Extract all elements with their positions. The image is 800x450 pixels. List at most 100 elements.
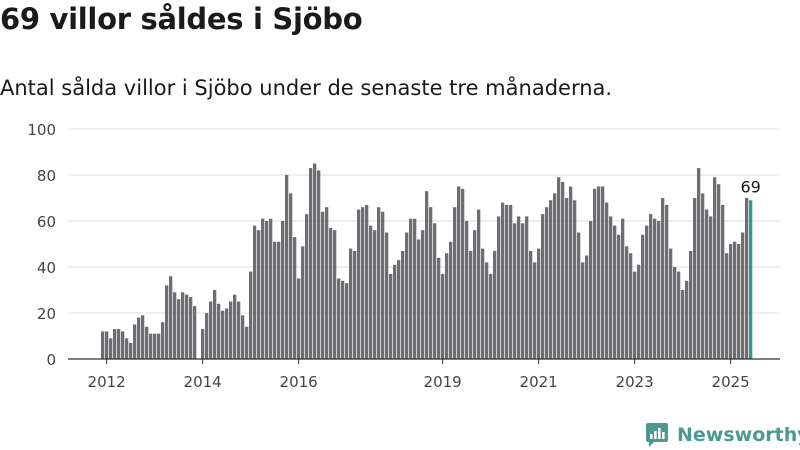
bar [617, 234, 621, 359]
bar [585, 255, 589, 359]
bar [129, 342, 133, 359]
x-tick-label: 2016 [280, 373, 318, 391]
bar [381, 211, 385, 359]
bar [173, 292, 177, 359]
bar [181, 292, 185, 359]
bar [557, 177, 561, 359]
bar [213, 290, 217, 359]
bar [153, 333, 157, 359]
bar [137, 317, 141, 359]
bar [697, 168, 701, 359]
bar [577, 232, 581, 359]
bar [289, 193, 293, 359]
bar [613, 225, 617, 359]
y-tick-label: 20 [37, 305, 56, 323]
bar [233, 294, 237, 359]
x-tick-label: 2012 [88, 373, 126, 391]
bar [637, 264, 641, 359]
bar [561, 181, 565, 359]
y-tick-label: 100 [27, 121, 56, 139]
y-axis: 0 20 40 60 80 100 [27, 121, 56, 369]
bar [725, 253, 729, 359]
bar [689, 250, 693, 359]
bar [533, 262, 537, 359]
bar [589, 221, 593, 359]
bar [185, 294, 189, 359]
x-axis: 2012 2014 2016 2019 2021 2023 2025 [68, 358, 780, 391]
bar [453, 207, 457, 359]
bar [537, 248, 541, 359]
bar [245, 326, 249, 359]
bar [377, 207, 381, 359]
bar [477, 209, 481, 359]
bar [117, 329, 121, 359]
bar [569, 186, 573, 359]
bar [493, 250, 497, 359]
bar [317, 170, 321, 359]
bar [145, 326, 149, 359]
bar [481, 248, 485, 359]
bar [225, 308, 229, 359]
bar [465, 221, 469, 359]
bar [457, 186, 461, 359]
x-tick-label: 2014 [184, 373, 222, 391]
bar [601, 186, 605, 359]
bar [721, 204, 725, 359]
bar [425, 191, 429, 359]
bar [437, 257, 441, 359]
bar [221, 310, 225, 359]
bar [633, 271, 637, 359]
bar [373, 230, 377, 359]
bar [397, 260, 401, 359]
bar [229, 301, 233, 359]
bar [265, 221, 269, 359]
bar-highlight [749, 200, 753, 359]
bar [641, 234, 645, 359]
bar [169, 276, 173, 359]
bar [281, 221, 285, 359]
bar [429, 207, 433, 359]
bar [573, 200, 577, 359]
bar [517, 216, 521, 359]
bar [745, 198, 749, 359]
bar [741, 232, 745, 359]
bar [405, 232, 409, 359]
bar-value-label: 69 [740, 177, 760, 196]
bar [409, 218, 413, 359]
bar [297, 278, 301, 359]
bar [277, 241, 281, 359]
bar [673, 267, 677, 359]
bar [109, 338, 113, 359]
bars [101, 163, 753, 359]
bar [389, 273, 393, 359]
x-tick-label: 2019 [424, 373, 462, 391]
bar [285, 175, 289, 359]
bar [657, 221, 661, 359]
bar [261, 218, 265, 359]
bar [649, 214, 653, 359]
bar [369, 225, 373, 359]
page-subtitle: Antal sålda villor i Sjöbo under de sena… [0, 76, 613, 100]
bar [449, 241, 453, 359]
bar [653, 218, 657, 359]
bar [101, 331, 105, 359]
bar [661, 198, 665, 359]
bar [205, 313, 209, 359]
bar [321, 211, 325, 359]
bar [473, 230, 477, 359]
bar [501, 202, 505, 359]
bar [341, 280, 345, 359]
bar [141, 315, 145, 359]
bar [669, 248, 673, 359]
brand-logo: Newsworthy [645, 420, 800, 450]
bar [209, 301, 213, 359]
bar [313, 163, 317, 359]
bar [249, 271, 253, 359]
newsworthy-logo-icon [646, 423, 668, 447]
brand-name: Newsworthy [677, 424, 800, 446]
bar [241, 315, 245, 359]
bar [417, 239, 421, 359]
bar [645, 225, 649, 359]
bar [441, 273, 445, 359]
bar [541, 214, 545, 359]
